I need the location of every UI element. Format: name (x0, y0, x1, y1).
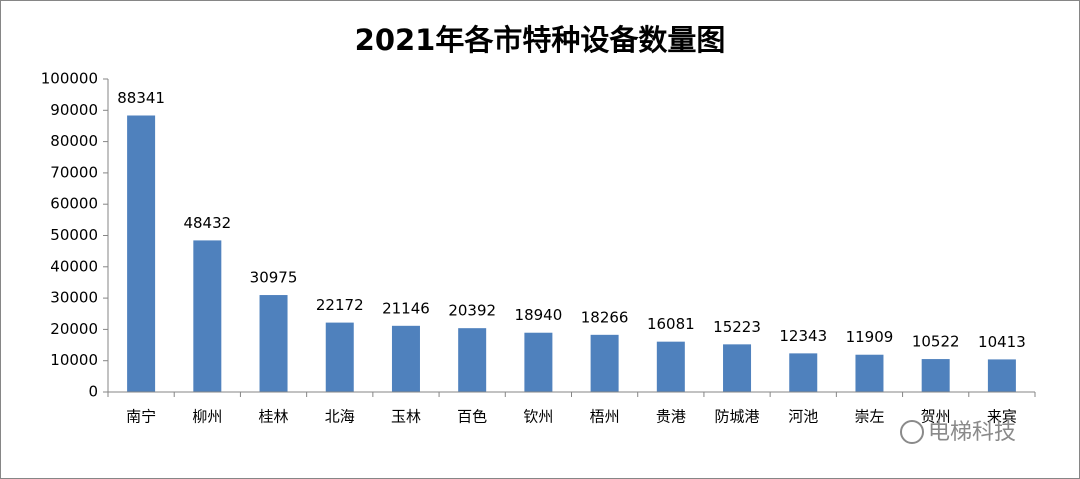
bar (325, 322, 354, 392)
data-label: 30975 (250, 269, 298, 287)
x-tick-label: 防城港 (715, 408, 760, 426)
x-tick-label: 崇左 (854, 408, 884, 426)
x-tick-label: 柳州 (192, 408, 222, 426)
data-label: 20392 (448, 302, 496, 320)
watermark: 电梯科技 (900, 420, 1016, 445)
y-tick-label: 40000 (50, 257, 98, 275)
data-label: 10413 (978, 333, 1026, 351)
y-tick-label: 0 (88, 383, 98, 401)
data-label: 48432 (183, 214, 231, 232)
data-label: 11909 (846, 328, 894, 346)
bar (987, 359, 1016, 392)
x-tick-label: 百色 (457, 408, 487, 426)
bar (193, 240, 222, 392)
x-tick-label: 南宁 (126, 408, 156, 426)
y-tick-label: 20000 (50, 320, 98, 338)
y-tick-label: 100000 (41, 70, 98, 88)
x-tick-label: 贺州 (921, 408, 951, 426)
watermark-icon (900, 420, 924, 444)
bar (789, 353, 818, 392)
data-label: 10522 (912, 333, 960, 351)
chart-title: 2021年各市特种设备数量图 (355, 23, 726, 57)
bar (921, 359, 950, 392)
bar (524, 332, 553, 392)
data-label: 12343 (779, 327, 827, 345)
x-tick-label: 玉林 (391, 408, 421, 426)
data-label: 18940 (515, 306, 563, 324)
x-tick-label: 北海 (325, 408, 355, 426)
bar (259, 295, 288, 392)
bar (391, 325, 420, 392)
x-tick-label: 来宾 (987, 408, 1017, 426)
x-tick-label: 河池 (788, 408, 818, 426)
x-tick-label: 梧州 (590, 408, 620, 426)
data-label: 21146 (382, 299, 430, 317)
data-label: 22172 (316, 296, 364, 314)
data-label: 88341 (117, 89, 165, 107)
data-label: 15223 (713, 318, 761, 336)
x-tick-label: 贵港 (656, 408, 686, 426)
bar (656, 341, 685, 392)
bar (855, 354, 884, 392)
data-label: 16081 (647, 315, 695, 333)
y-tick-label: 90000 (50, 101, 98, 119)
x-tick-label: 钦州 (523, 408, 553, 426)
y-tick-label: 60000 (50, 195, 98, 213)
bar (723, 344, 752, 392)
y-tick-label: 30000 (50, 289, 98, 307)
bar (458, 328, 487, 392)
y-tick-label: 80000 (50, 132, 98, 150)
data-label: 18266 (581, 308, 629, 326)
x-tick-label: 桂林 (259, 408, 289, 426)
y-tick-label: 70000 (50, 163, 98, 181)
y-tick-label: 10000 (50, 351, 98, 369)
bar (127, 115, 156, 392)
watermark-text: 电梯科技 (928, 420, 1016, 445)
bar (590, 334, 619, 392)
y-tick-label: 50000 (50, 226, 98, 244)
